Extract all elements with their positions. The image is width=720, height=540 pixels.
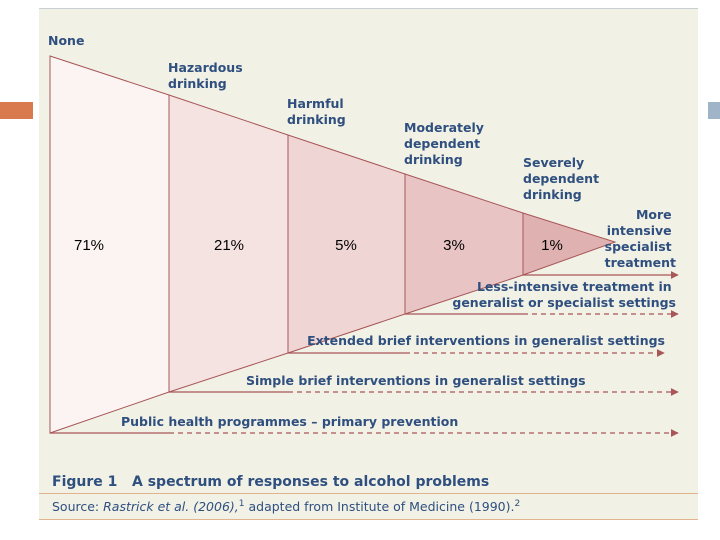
stage-harmful-line-1: Harmful	[287, 96, 344, 111]
stage-none-line-1: None	[48, 33, 84, 48]
stage-label-harmful: Harmful drinking	[287, 96, 348, 127]
source-ref-1: 1	[238, 499, 245, 509]
stage-hazardous-line-2: drinking	[168, 76, 227, 91]
stage-label-hazardous: Hazardous drinking	[168, 60, 247, 91]
slide-accent-right	[708, 102, 720, 119]
source-prefix: Source:	[52, 499, 104, 515]
figure-panel: None Hazardous drinking Harmful drinking…	[39, 8, 698, 520]
stage-severe-line-3: drinking	[523, 187, 582, 202]
top-rule	[39, 8, 698, 9]
figure-title: A spectrum of responses to alcohol probl…	[132, 474, 490, 490]
percent-none: 71%	[74, 237, 104, 254]
source-authors: Rastrick et al. (2006),	[103, 499, 239, 515]
figure-number: Figure 1	[52, 474, 118, 490]
segment-none	[49, 55, 170, 434]
stage-harmful-line-2: drinking	[287, 112, 346, 127]
stage-label-more-intensive: More intensive specialist treatment	[605, 207, 676, 270]
stage-label-none: None	[48, 33, 84, 48]
figure-caption-title: Figure 1 A spectrum of responses to alco…	[52, 474, 489, 490]
label-extended-brief: Extended brief interventions in generali…	[307, 333, 665, 348]
stage-intensive-line-1: More	[636, 207, 672, 222]
caption-bottom-rule	[39, 519, 698, 520]
stage-severe-line-2: dependent	[523, 171, 599, 186]
stage-label-severely-dependent: Severely dependent drinking	[523, 155, 603, 202]
stage-moderate-line-1: Moderately	[404, 120, 484, 135]
stage-intensive-line-3: specialist	[605, 239, 672, 254]
stage-severe-line-1: Severely	[523, 155, 584, 170]
stage-intensive-line-2: intensive	[607, 223, 672, 238]
slide-accent-left	[0, 102, 33, 119]
label-public-health: Public health programmes – primary preve…	[121, 414, 458, 429]
stage-hazardous-line-1: Hazardous	[168, 60, 243, 75]
less-intensive-line-2: generalist or specialist settings	[452, 295, 676, 310]
caption-divider	[39, 493, 698, 494]
spectrum-diagram: None Hazardous drinking Harmful drinking…	[48, 33, 679, 437]
source-middle: adapted from Institute of Medicine (1990…	[244, 499, 515, 515]
percent-harmful: 5%	[335, 237, 357, 254]
stage-intensive-line-4: treatment	[605, 255, 676, 270]
percent-severely-dependent: 1%	[541, 237, 563, 254]
stage-label-moderately-dependent: Moderately dependent drinking	[404, 120, 488, 167]
stage-moderate-line-2: dependent	[404, 136, 480, 151]
label-simple-brief: Simple brief interventions in generalist…	[246, 373, 586, 388]
stage-moderate-line-3: drinking	[404, 152, 463, 167]
percent-moderately-dependent: 3%	[443, 237, 465, 254]
source-ref-2: 2	[514, 499, 521, 509]
figure-source: Source: Rastrick et al. (2006),1 adapted…	[52, 499, 520, 514]
segment-severely-dependent	[522, 212, 617, 276]
percent-hazardous: 21%	[214, 237, 244, 254]
less-intensive-line-1: Less-intensive treatment in	[477, 279, 672, 294]
label-less-intensive: Less-intensive treatment in generalist o…	[452, 279, 676, 310]
